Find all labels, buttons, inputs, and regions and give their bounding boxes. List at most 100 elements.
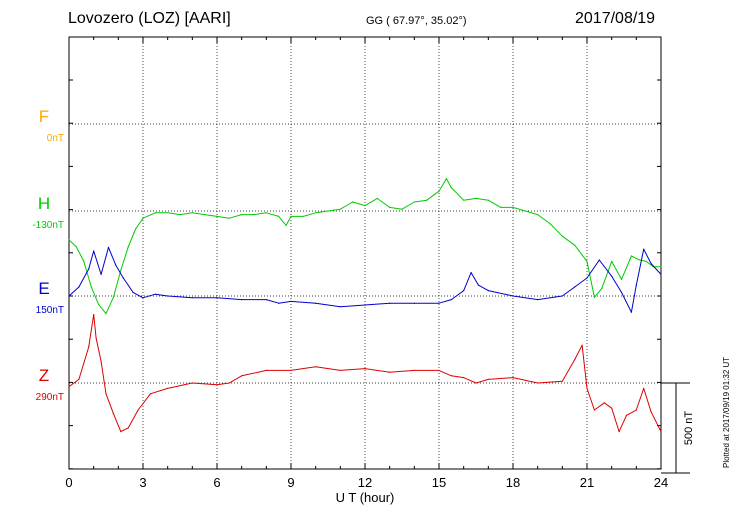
point-E <box>611 275 613 277</box>
point-H <box>154 212 156 214</box>
point-Z <box>100 360 102 362</box>
point-E <box>586 277 588 279</box>
channel-baseline-Z: 290nT <box>36 392 64 403</box>
x-tick-label: 6 <box>213 475 220 490</box>
point-E <box>93 250 95 252</box>
point-H <box>512 206 514 208</box>
point-Z <box>593 409 596 411</box>
point-E <box>216 297 218 299</box>
point-Z <box>438 369 440 371</box>
trace-H <box>68 178 661 315</box>
point-E <box>241 299 243 301</box>
point-Z <box>88 346 90 348</box>
point-E <box>620 291 623 293</box>
point-H <box>167 212 169 214</box>
point-E <box>132 291 134 293</box>
point-Z <box>650 411 652 413</box>
point-H <box>253 214 255 216</box>
point-H <box>120 269 122 271</box>
point-Z <box>290 369 292 371</box>
point-E <box>88 268 90 270</box>
point-E <box>68 295 70 297</box>
point-H <box>638 259 640 261</box>
point-H <box>500 206 502 208</box>
point-Z <box>127 427 129 429</box>
point-H <box>401 208 403 210</box>
traces <box>68 178 662 433</box>
point-E <box>290 300 292 302</box>
trace-E <box>68 246 662 313</box>
point-Z <box>635 409 637 411</box>
point-Z <box>487 378 489 380</box>
point-H <box>620 278 623 280</box>
point-E <box>650 263 652 265</box>
point-H <box>537 214 539 216</box>
point-Z <box>660 431 662 433</box>
x-tick-label: 24 <box>654 475 668 490</box>
point-H <box>611 260 613 262</box>
point-Z <box>228 382 230 384</box>
point-Z <box>241 375 243 377</box>
channel-label-F: F <box>39 107 49 126</box>
point-Z <box>581 344 583 346</box>
point-E <box>122 277 124 279</box>
point-E <box>463 290 465 292</box>
point-Z <box>137 409 139 411</box>
x-tick-label: 21 <box>580 475 594 490</box>
point-E <box>537 299 539 301</box>
point-Z <box>450 375 452 377</box>
point-E <box>364 304 366 306</box>
point-Z <box>603 402 605 404</box>
point-E <box>154 293 156 295</box>
point-H <box>660 266 662 268</box>
point-H <box>463 199 465 201</box>
point-E <box>438 302 440 304</box>
point-Z <box>78 378 80 380</box>
point-H <box>105 313 107 315</box>
point-H <box>475 197 477 199</box>
point-Z <box>463 377 465 379</box>
point-Z <box>68 386 70 388</box>
station-title: Lovozero (LOZ) [AARI] <box>68 10 231 27</box>
point-Z <box>216 384 218 386</box>
point-H <box>549 223 551 225</box>
x-tick-label: 18 <box>506 475 520 490</box>
point-H <box>290 215 292 217</box>
point-E <box>477 284 480 286</box>
point-Z <box>95 337 97 339</box>
point-Z <box>413 369 415 371</box>
x-tick-label: 3 <box>139 475 146 490</box>
x-tick-label: 15 <box>432 475 446 490</box>
point-Z <box>586 387 588 389</box>
point-H <box>327 210 329 212</box>
point-H <box>179 214 181 216</box>
point-E <box>339 306 341 308</box>
point-E <box>167 295 169 297</box>
point-H <box>68 239 70 241</box>
point-E <box>635 284 637 286</box>
point-E <box>630 311 633 313</box>
point-E <box>78 286 80 288</box>
point-H <box>135 228 137 230</box>
point-E <box>561 295 563 297</box>
point-E <box>643 248 645 250</box>
point-Z <box>643 387 645 389</box>
point-H <box>112 296 114 298</box>
point-H <box>487 199 489 201</box>
point-H <box>445 178 447 180</box>
point-E <box>512 295 514 297</box>
point-H <box>302 215 304 217</box>
point-H <box>426 199 428 201</box>
point-H <box>574 244 576 246</box>
point-Z <box>93 314 95 316</box>
point-H <box>364 205 366 207</box>
point-H <box>90 286 92 288</box>
point-Z <box>191 382 193 384</box>
x-axis-label: U T (hour) <box>336 490 395 505</box>
point-Z <box>112 413 114 415</box>
channel-baseline-E: 150nT <box>36 305 64 316</box>
point-H <box>601 287 603 289</box>
point-Z <box>561 380 563 382</box>
point-H <box>376 197 378 199</box>
